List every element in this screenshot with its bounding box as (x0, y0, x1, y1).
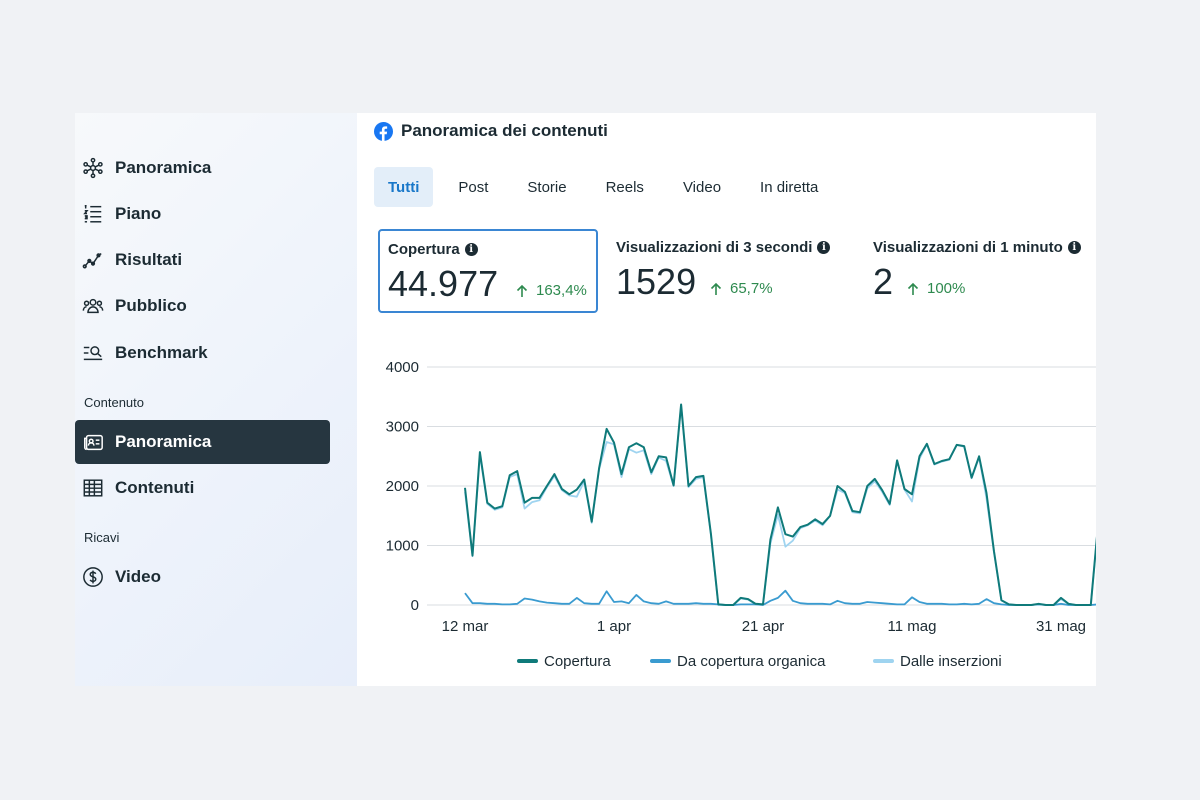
sidebar: Panoramica Piano Risultati (75, 113, 357, 686)
legend-label: Copertura (544, 653, 611, 670)
dollar-icon (81, 565, 105, 589)
people-icon (81, 294, 105, 318)
sidebar-item-piano[interactable]: Piano (75, 192, 330, 236)
metric-value: 44.977 (388, 263, 499, 304)
section-label-contenuto: Contenuto (84, 395, 144, 410)
x-tick-label: 11 mag (888, 618, 937, 635)
metric-delta-value: 163,4% (536, 282, 587, 299)
metric-card-visualizzazioni-1m[interactable]: Visualizzazioni di 1 minuto i 2 100% (865, 229, 1095, 313)
series-line-inserzioni (464, 404, 1096, 606)
content-card-icon (81, 430, 105, 454)
tab-video[interactable]: Video (682, 178, 722, 196)
sidebar-item-pubblico[interactable]: Pubblico (75, 284, 330, 328)
network-icon (81, 156, 105, 180)
app-frame: Panoramica Piano Risultati (75, 113, 1096, 686)
tab-post[interactable]: Post (458, 178, 489, 196)
x-tick-label: 31 mag (1036, 618, 1086, 635)
y-tick-label: 3000 (386, 419, 419, 436)
arrow-up-icon (710, 282, 722, 295)
sidebar-item-benchmark[interactable]: Benchmark (75, 331, 330, 375)
sidebar-item-contenuti[interactable]: Contenuti (75, 466, 330, 510)
metric-title-text: Copertura (388, 241, 460, 258)
metric-title-text: Visualizzazioni di 1 minuto (873, 239, 1063, 256)
sidebar-item-panoramica-contenuti[interactable]: Panoramica (75, 420, 330, 464)
tab-tutti[interactable]: Tutti (374, 167, 434, 207)
content-type-tabs: Tutti Post Storie Reels Video In diretta (374, 167, 843, 207)
metric-value: 1529 (616, 261, 697, 302)
line-chart: 4000 3000 2000 1000 0 12 mar 1 apr 21 apr 11 mag… (386, 359, 1096, 670)
sidebar-item-video[interactable]: Video (75, 555, 330, 599)
page-title: Panoramica dei contenuti (401, 121, 608, 140)
arrow-up-icon (907, 282, 919, 295)
section-label-ricavi: Ricavi (84, 530, 120, 545)
info-icon[interactable]: i (817, 241, 831, 254)
tab-in-diretta[interactable]: In diretta (760, 178, 819, 196)
metric-delta: 100% (907, 280, 965, 297)
legend-label: Da copertura organica (677, 653, 826, 670)
sidebar-item-label: Video (115, 567, 161, 586)
arrow-up-icon (516, 284, 528, 297)
y-tick-label: 1000 (386, 538, 419, 555)
metric-delta-value: 100% (927, 280, 966, 297)
y-tick-label: 4000 (386, 359, 419, 376)
metric-card-visualizzazioni-3s[interactable]: Visualizzazioni di 3 secondi i 1529 65,7% (608, 229, 858, 313)
benchmark-search-icon (81, 341, 105, 365)
x-tick-label: 12 mar (442, 618, 489, 635)
sidebar-item-panoramica[interactable]: Panoramica (75, 146, 330, 190)
metric-card-copertura[interactable]: Copertura i 44.977 163,4% (378, 229, 598, 313)
sidebar-item-label: Contenuti (115, 478, 195, 497)
metric-delta-value: 65,7% (730, 280, 773, 297)
info-icon[interactable]: i (464, 243, 478, 256)
series-line-copertura (464, 403, 1096, 606)
tab-reels[interactable]: Reels (605, 178, 644, 196)
sidebar-item-label: Risultati (115, 250, 183, 269)
x-tick-label: 21 apr (742, 618, 785, 635)
sidebar-item-label: Pubblico (115, 296, 187, 315)
sidebar-item-label: Benchmark (115, 343, 208, 362)
tab-storie[interactable]: Storie (527, 178, 567, 196)
main-content: Panoramica dei contenuti Tutti Post Stor… (357, 113, 1096, 686)
page-header: Panoramica dei contenuti (374, 119, 608, 143)
list-icon (81, 202, 105, 226)
metric-value: 2 (873, 261, 894, 302)
facebook-icon (374, 121, 393, 141)
y-tick-label: 0 (411, 597, 419, 614)
sidebar-item-risultati[interactable]: Risultati (75, 238, 330, 282)
trend-icon (81, 248, 105, 272)
x-tick-label: 1 apr (597, 618, 631, 635)
metric-delta: 163,4% (516, 282, 587, 299)
metric-title: Visualizzazioni di 1 minuto i (873, 239, 1081, 256)
sidebar-item-label: Panoramica (115, 432, 212, 451)
y-tick-label: 2000 (386, 478, 419, 495)
info-icon[interactable]: i (1067, 241, 1081, 254)
series-line-organica (464, 589, 1096, 606)
sidebar-item-label: Panoramica (115, 158, 212, 177)
sidebar-item-label: Piano (115, 204, 162, 223)
metric-delta: 65,7% (710, 280, 773, 297)
table-icon (81, 476, 105, 500)
metric-title-text: Visualizzazioni di 3 secondi (616, 239, 813, 256)
metric-title: Visualizzazioni di 3 secondi i (616, 239, 831, 256)
metric-title: Copertura i (388, 241, 478, 258)
legend-label: Dalle inserzioni (900, 653, 1002, 670)
